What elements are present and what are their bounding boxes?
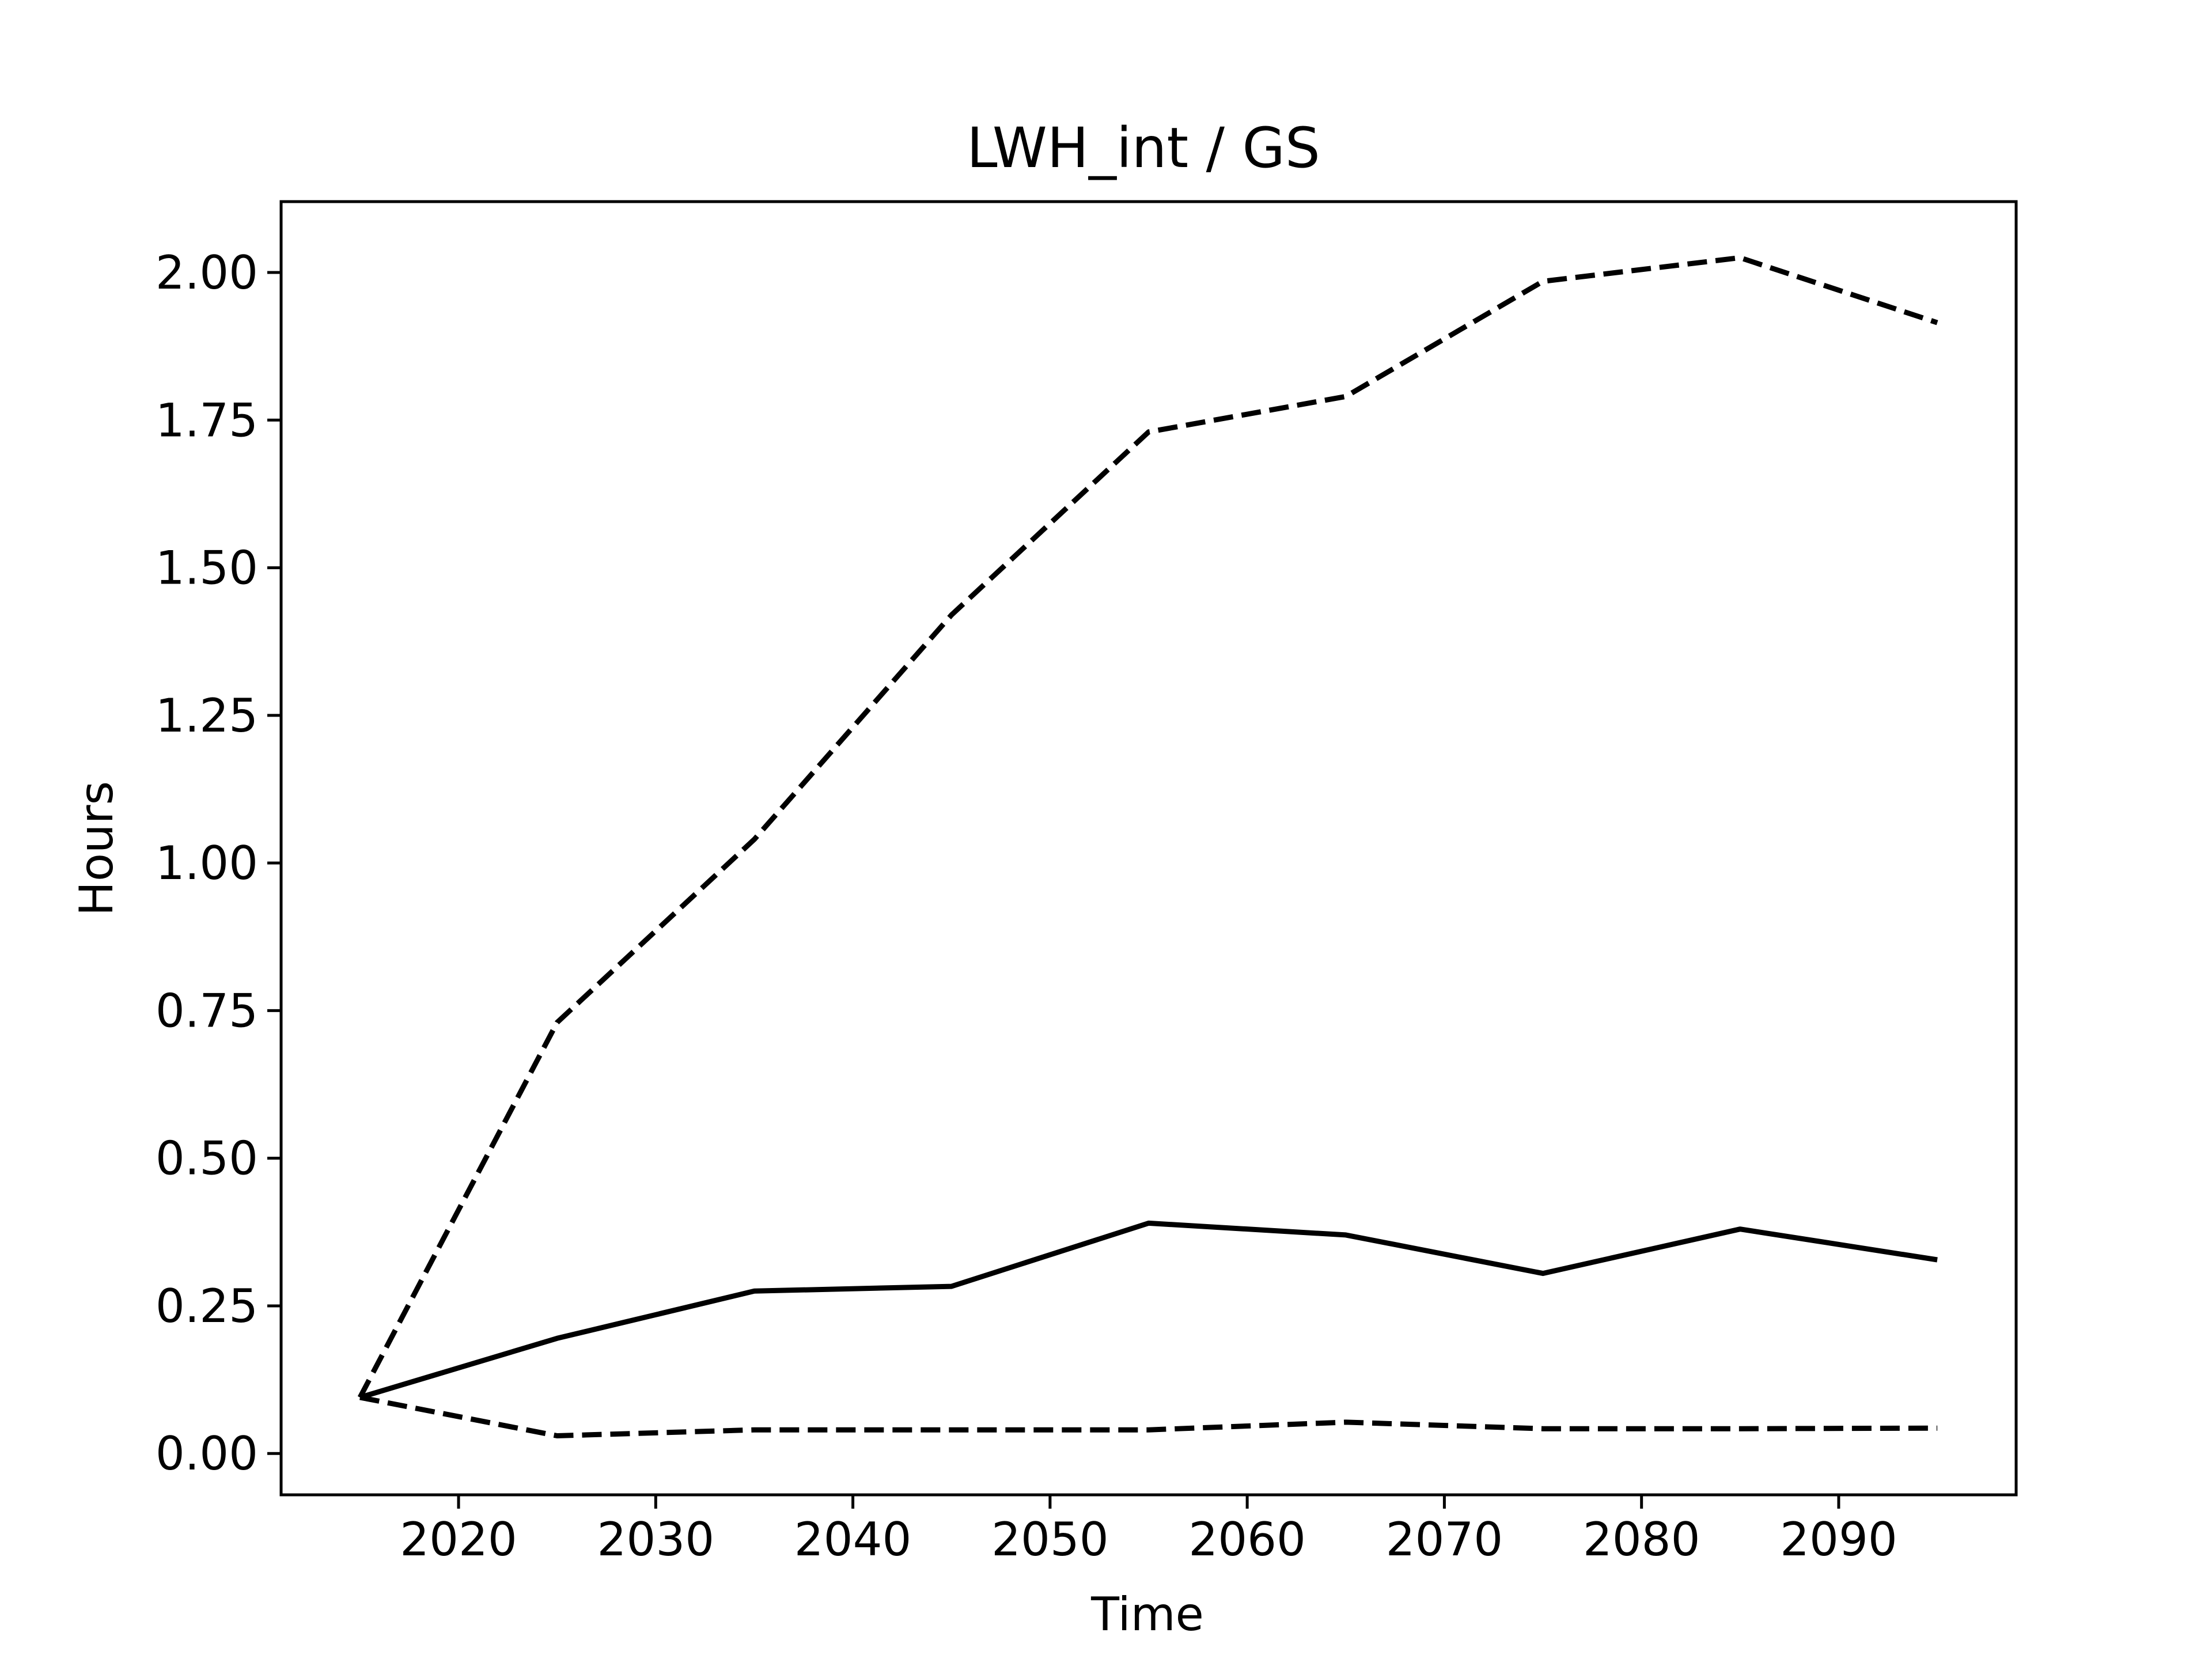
plot-frame — [279, 200, 2018, 1497]
y-tick-label: 2.00 — [156, 246, 258, 300]
x-tick-label: 2030 — [597, 1513, 715, 1566]
x-tick-label: 2090 — [1780, 1513, 1897, 1566]
y-tick-label: 1.00 — [156, 836, 258, 890]
x-tick-label: 2040 — [794, 1513, 912, 1566]
y-tick-label: 0.50 — [156, 1132, 258, 1185]
x-axis: 2020 2030 2040 2050 2060 2070 2080 2090 — [400, 1495, 1897, 1566]
y-axis-label: Hours — [70, 781, 123, 916]
x-tick-label: 2050 — [991, 1513, 1109, 1566]
x-tick-label: 2080 — [1583, 1513, 1700, 1566]
y-axis: 0.00 0.25 0.50 0.75 1.00 1.25 1.50 1.75 2.00 — [156, 246, 281, 1480]
y-tick-label: 0.75 — [156, 984, 258, 1037]
series-layer — [357, 255, 1938, 1438]
x-tick-label: 2070 — [1386, 1513, 1503, 1566]
y-tick-label: 1.75 — [156, 393, 258, 447]
x-tick-label: 2020 — [400, 1513, 517, 1566]
series-line-1 — [359, 1220, 1938, 1400]
x-axis-label: Time — [1090, 1588, 1204, 1641]
y-tick-label: 1.25 — [156, 689, 258, 743]
series-line-3 — [359, 1395, 1938, 1438]
y-tick-label: 0.25 — [156, 1279, 258, 1333]
y-tick-label: 1.50 — [156, 541, 258, 595]
y-tick-label: 0.00 — [156, 1427, 258, 1480]
series-line-2 — [357, 255, 1938, 1399]
chart-title: LWH_int / GS — [967, 116, 1320, 180]
x-tick-label: 2060 — [1188, 1513, 1306, 1566]
